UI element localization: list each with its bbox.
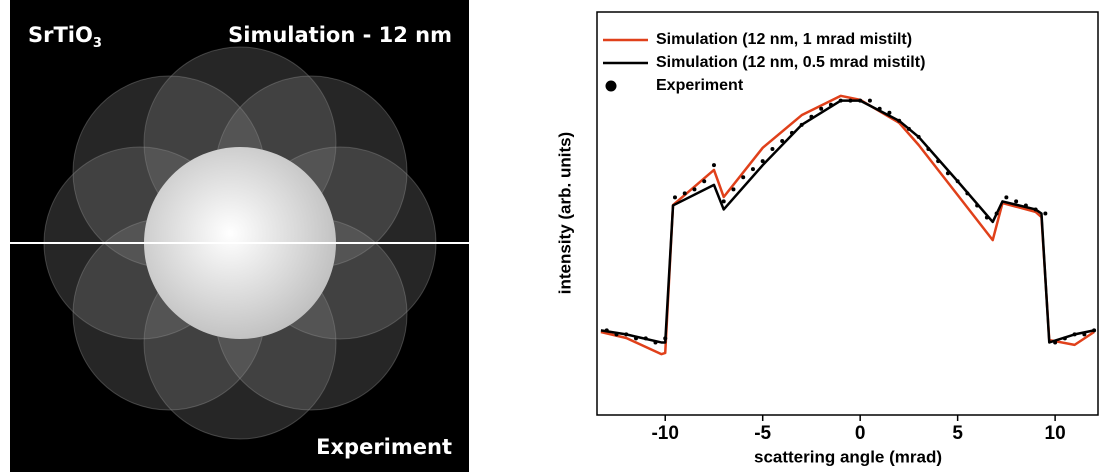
data-point (809, 114, 814, 119)
data-point (624, 332, 629, 337)
y-axis-label: intensity (arb. units) (555, 132, 574, 294)
legend-label: Simulation (12 nm, 0.5 mrad mistilt) (656, 54, 925, 71)
x-tick-label: 5 (952, 423, 963, 444)
x-tick-label: 0 (855, 423, 866, 444)
data-point (702, 179, 707, 184)
data-point (1043, 211, 1048, 216)
data-point (838, 98, 843, 103)
data-point (897, 118, 902, 123)
data-point (653, 340, 658, 345)
x-tick-label: -10 (651, 423, 678, 444)
data-point (789, 130, 794, 135)
data-point (780, 138, 785, 143)
data-point (663, 336, 668, 341)
data-point (926, 147, 931, 152)
x-axis-label: scattering angle (mrad) (754, 447, 942, 466)
data-point (731, 187, 736, 192)
data-point (633, 336, 638, 341)
data-point (1082, 332, 1087, 337)
data-point (1033, 207, 1038, 212)
legend-label: Experiment (656, 77, 744, 94)
legend-label: Simulation (12 nm, 1 mrad mistilt) (656, 31, 912, 48)
data-point (877, 106, 882, 111)
data-point (770, 147, 775, 152)
data-point (711, 163, 716, 168)
data-point (692, 187, 697, 192)
data-point (799, 122, 804, 127)
series-line (600, 94, 1095, 356)
data-point (887, 110, 892, 115)
data-point (848, 98, 853, 103)
material-label: SrTiO (28, 23, 93, 47)
panel-footer: Experiment (316, 435, 452, 459)
data-point (906, 126, 911, 131)
data-point (614, 332, 619, 337)
data-point (750, 167, 755, 172)
data-point (760, 159, 765, 164)
diffraction-image: SrTiO3 Simulation - 12 nm Experiment (10, 0, 469, 472)
data-point (916, 134, 921, 139)
x-tick-label: -5 (754, 423, 771, 444)
data-point (672, 195, 677, 200)
x-tick-label: 10 (1045, 423, 1066, 444)
data-point (1004, 195, 1009, 200)
data-point (682, 191, 687, 196)
panel-title: Simulation - 12 nm (228, 23, 452, 47)
data-point (1023, 203, 1028, 208)
data-point (1072, 332, 1077, 337)
svg-text:SrTiO3: SrTiO3 (28, 23, 102, 51)
legend-swatch (605, 80, 617, 92)
data-point (955, 179, 960, 184)
data-point (1092, 328, 1097, 333)
data-point (858, 98, 863, 103)
data-point (984, 215, 989, 220)
data-point (867, 98, 872, 103)
data-point (643, 336, 648, 341)
material-subscript: 3 (93, 36, 102, 51)
data-point (1014, 199, 1019, 204)
data-point (965, 191, 970, 196)
data-point (604, 328, 609, 333)
data-point (741, 175, 746, 180)
plot-frame (596, 11, 1099, 416)
data-point (975, 203, 980, 208)
data-point (819, 106, 824, 111)
data-point (994, 211, 999, 216)
data-point (1053, 340, 1058, 345)
series-line (600, 99, 1095, 344)
data-point (1062, 336, 1067, 341)
data-point (936, 159, 941, 164)
data-point (721, 199, 726, 204)
data-point (945, 171, 950, 176)
data-point (828, 102, 833, 107)
